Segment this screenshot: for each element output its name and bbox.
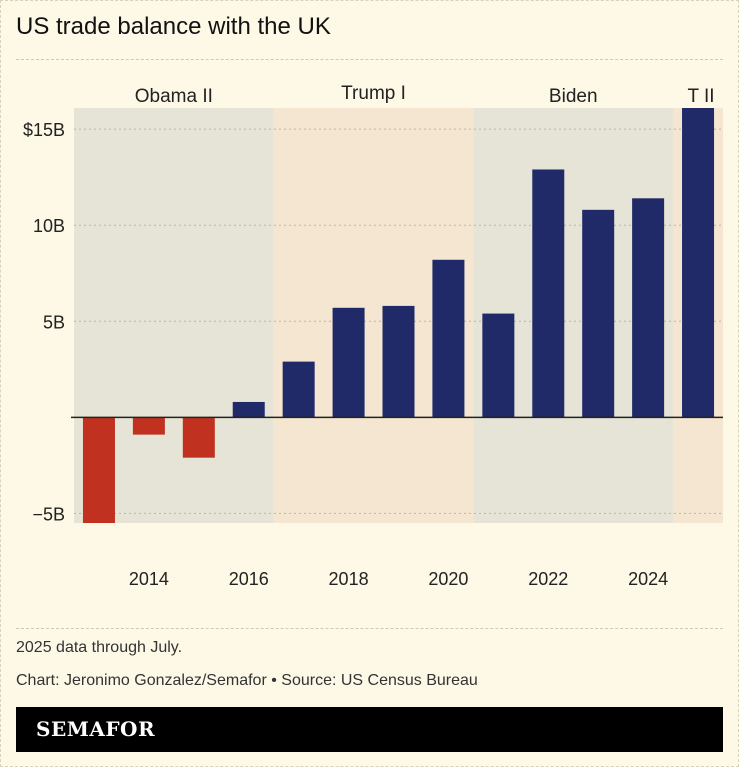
x-tick-label: 2020 [428, 569, 468, 589]
period-label: Obama II [135, 86, 213, 107]
y-tick-label: 5B [43, 312, 65, 332]
chart-title: US trade balance with the UK [16, 13, 331, 40]
bar-2024 [632, 198, 665, 418]
x-tick-label: 2014 [129, 569, 169, 589]
y-tick-label: $15B [23, 120, 65, 140]
divider [16, 628, 723, 629]
bar-2018 [332, 307, 365, 418]
bar-2020 [432, 259, 465, 418]
x-tick-label: 2024 [628, 569, 668, 589]
x-tick-label: 2022 [528, 569, 568, 589]
bar-2015 [182, 417, 215, 458]
period-label: T II [687, 86, 714, 107]
footer-bar: SEMAFOR [16, 707, 723, 752]
y-tick-label: −5B [32, 504, 65, 524]
x-tick-label: 2018 [329, 569, 369, 589]
credit: Chart: Jeronimo Gonzalez/Semafor • Sourc… [16, 672, 478, 689]
semafor-logo: SEMAFOR [36, 717, 156, 741]
x-tick-label: 2016 [229, 569, 269, 589]
period-label: Trump I [341, 83, 406, 104]
bar-chart: Obama II Trump I Biden T II $15B 10B 5B −5B 2014… [23, 83, 723, 589]
period-label: Biden [549, 86, 598, 107]
bar-2025 [682, 108, 715, 418]
bar-2017 [282, 361, 315, 418]
y-tick-label: 10B [33, 216, 65, 236]
bar-2022 [532, 169, 565, 418]
footnote: 2025 data through July. [16, 639, 183, 656]
bar-2016 [232, 401, 265, 418]
bar-2021 [482, 313, 515, 418]
bar-2013 [82, 417, 115, 523]
divider [16, 59, 723, 60]
bar-2019 [382, 305, 415, 418]
bar-2014 [132, 417, 165, 435]
bar-2023 [582, 209, 615, 418]
